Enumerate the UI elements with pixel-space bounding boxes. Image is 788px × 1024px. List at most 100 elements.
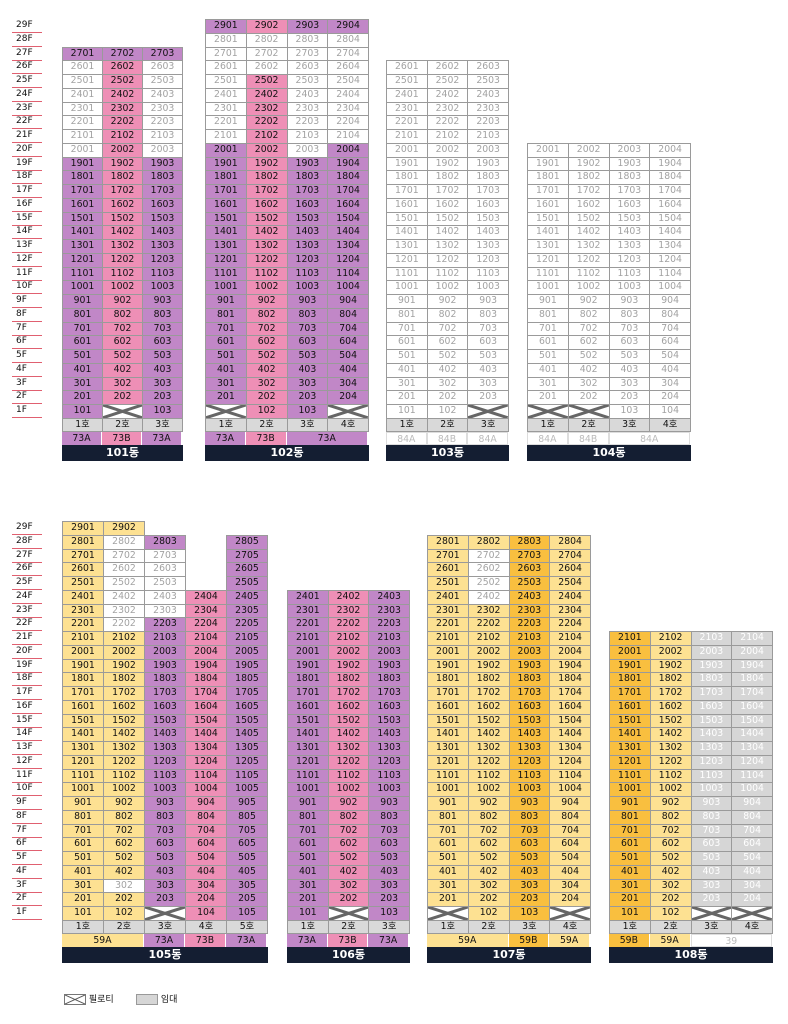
- unit-cell: 1801: [386, 170, 428, 185]
- unit-cell: 2403: [368, 589, 410, 605]
- floor-label: 26F: [12, 60, 42, 75]
- unit-cell: 2002: [327, 644, 370, 660]
- unit-number-label: 1호: [62, 919, 104, 934]
- unit-cell: 2104: [549, 631, 591, 646]
- unit-cell: 702: [467, 823, 510, 839]
- unit-cell: 2202: [426, 115, 469, 130]
- unit-cell: 2001: [386, 142, 428, 158]
- unit-cell: 2103: [144, 631, 186, 646]
- unit-cell: 1703: [286, 184, 329, 199]
- unit-cell: 1501: [609, 713, 651, 729]
- unit-cell: 2503: [508, 576, 551, 591]
- unit-cell: 2802: [245, 32, 288, 48]
- unit-cell: 1401: [62, 225, 103, 240]
- unit-cell: 1304: [327, 239, 369, 254]
- unit-cell: 1402: [327, 727, 370, 742]
- unit-cell: 2302: [245, 101, 288, 117]
- unit-cell: 702: [102, 321, 143, 337]
- unit-cell: 1004: [185, 782, 227, 797]
- unit-cell: 1002: [567, 280, 610, 295]
- unit-cell: 203: [690, 892, 733, 907]
- unit-cell: 403: [690, 864, 733, 880]
- unit-cell: 503: [508, 851, 551, 866]
- unit-cell: 1201: [62, 754, 104, 770]
- unit-cell: 1901: [62, 658, 104, 674]
- unit-cell: 101: [609, 906, 651, 921]
- unit-cell: 2505: [226, 576, 268, 591]
- unit-cell: 1602: [102, 197, 143, 213]
- unit-cell: 1201: [62, 252, 103, 268]
- unit-cell: 1502: [102, 211, 143, 227]
- unit-cell: 2503: [286, 74, 329, 89]
- building-name: 106동: [287, 947, 410, 964]
- unit-cell: 802: [649, 809, 692, 825]
- unit-cell: 501: [205, 349, 247, 364]
- unit-cell: 1104: [649, 266, 691, 282]
- unit-number-label: 4호: [649, 417, 691, 432]
- unit-type-label: 84B: [567, 431, 609, 445]
- unit-cell: 2001: [62, 644, 104, 660]
- unit-cell: 902: [567, 294, 610, 309]
- unit-cell: 603: [508, 837, 551, 852]
- unit-cell: 1103: [368, 768, 410, 784]
- unit-cell: 1101: [386, 266, 428, 282]
- unit-cell: 1301: [287, 741, 329, 756]
- unit-cell: 201: [386, 390, 428, 405]
- unit-cell: 2302: [102, 101, 143, 117]
- unit-type-label: 73A: [287, 933, 328, 947]
- unit-cell: 104: [185, 906, 227, 921]
- unit-cell: 2401: [205, 87, 247, 103]
- unit-cell: 2101: [62, 129, 103, 144]
- building-name: 101동: [62, 445, 183, 462]
- unit-number-label: 2호: [426, 417, 469, 432]
- unit-cell: 2304: [327, 101, 369, 117]
- unit-cell: 1803: [368, 672, 410, 687]
- unit-cell: 1403: [608, 225, 651, 240]
- unit-cell: 1405: [226, 727, 268, 742]
- unit-cell: 201: [62, 892, 104, 907]
- unit-cell: 2002: [426, 142, 469, 158]
- unit-cell: 2303: [467, 101, 509, 117]
- unit-cell: 1301: [62, 741, 104, 756]
- unit-cell: 1501: [62, 211, 103, 227]
- unit-cell: 504: [649, 349, 691, 364]
- unit-cell: 1601: [62, 699, 104, 715]
- unit-type-label: 73B: [327, 933, 369, 947]
- unit-cell: 1202: [649, 754, 692, 770]
- unit-cell: 602: [567, 335, 610, 350]
- unit-cell: 1903: [286, 156, 329, 172]
- unit-cell: 103: [142, 404, 183, 419]
- unit-cell: 102: [245, 404, 288, 419]
- unit-cell: 901: [527, 294, 569, 309]
- unit-cell: 1001: [287, 782, 329, 797]
- unit-cell: 1504: [327, 211, 369, 227]
- unit-cell: 2003: [144, 644, 186, 660]
- unit-cell: 2002: [245, 142, 288, 158]
- unit-cell: 2502: [103, 576, 145, 591]
- unit-cell: 1802: [426, 170, 469, 185]
- unit-cell: 704: [731, 823, 773, 839]
- unit-cell: 404: [549, 864, 591, 880]
- unit-cell: 803: [286, 307, 329, 323]
- floor-label: 2F: [12, 390, 42, 405]
- unit-number-label: 4호: [731, 919, 773, 934]
- unit-cell: 404: [185, 864, 227, 880]
- unit-cell: 2102: [245, 129, 288, 144]
- piloti-cross-icon: [569, 405, 609, 418]
- unit-cell: 1601: [386, 197, 428, 213]
- unit-cell: 1202: [102, 252, 143, 268]
- unit-cell: 1403: [286, 225, 329, 240]
- unit-cell: 1101: [427, 768, 469, 784]
- unit-cell: 2202: [102, 115, 143, 130]
- unit-cell: 2101: [287, 631, 329, 646]
- floor-label: 24F: [12, 590, 42, 604]
- unit-cell: 1502: [467, 713, 510, 729]
- unit-cell: 2702: [467, 548, 510, 564]
- unit-cell: 2203: [467, 115, 509, 130]
- unit-cell: 802: [467, 809, 510, 825]
- unit-type-label: 73A: [226, 933, 267, 947]
- unit-cell: 1201: [205, 252, 247, 268]
- unit-cell: 1804: [731, 672, 773, 687]
- unit-cell: 503: [690, 851, 733, 866]
- unit-cell: 2401: [427, 589, 469, 605]
